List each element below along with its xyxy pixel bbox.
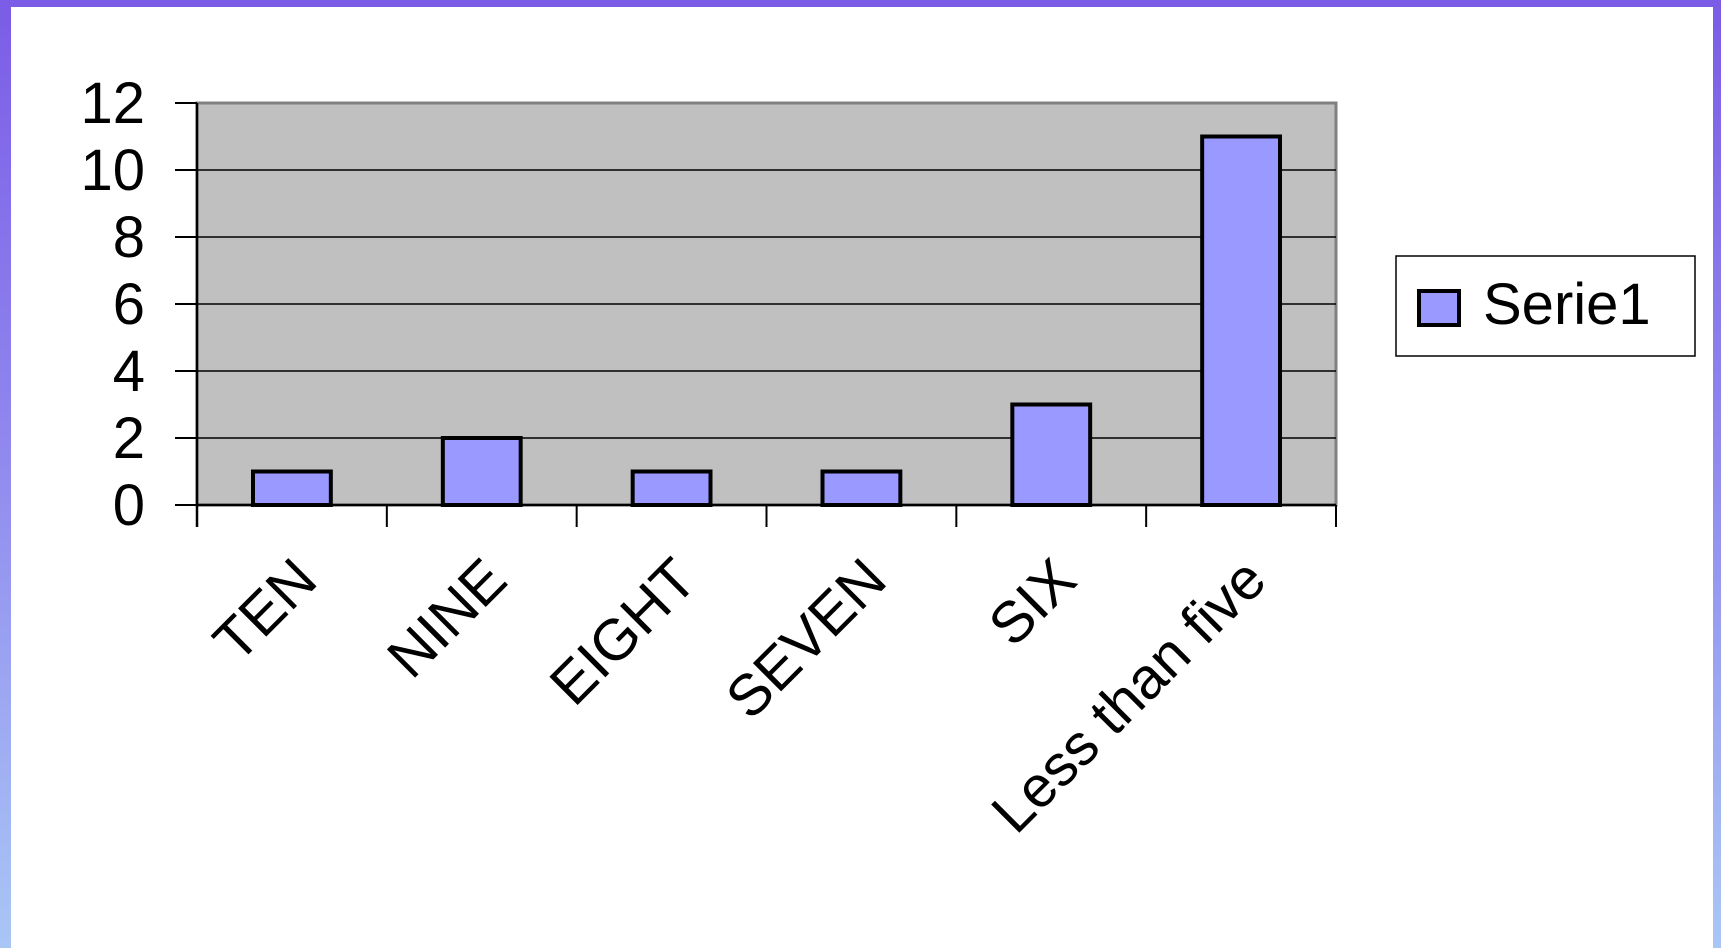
y-tick-label: 4 (113, 339, 145, 404)
x-tick-label: SEVEN (714, 546, 899, 731)
bar-seven (820, 469, 903, 507)
y-tick-label: 12 (80, 71, 145, 136)
y-tick-label: 8 (113, 205, 145, 270)
y-tick-label: 0 (113, 473, 145, 538)
legend: Serie1 (1395, 255, 1696, 357)
bars (251, 134, 1282, 507)
gridlines (197, 169, 1336, 439)
bar-eight (630, 469, 713, 507)
x-tick-label: EIGHT (537, 546, 708, 717)
y-tick-label: 10 (80, 138, 145, 203)
legend-label-serie1: Serie1 (1483, 272, 1651, 337)
legend-swatch-serie1 (1417, 289, 1461, 327)
x-tick-label: NINE (375, 546, 519, 690)
bar-ten (251, 469, 333, 507)
x-tick-label: TEN (201, 546, 329, 674)
bar-nine (440, 436, 523, 507)
x-tick-label: SIX (976, 546, 1088, 658)
y-tick-label: 2 (113, 406, 145, 471)
bar-less-than-five (1200, 134, 1282, 507)
y-tick-label: 6 (113, 272, 145, 337)
bar-six (1010, 402, 1093, 507)
